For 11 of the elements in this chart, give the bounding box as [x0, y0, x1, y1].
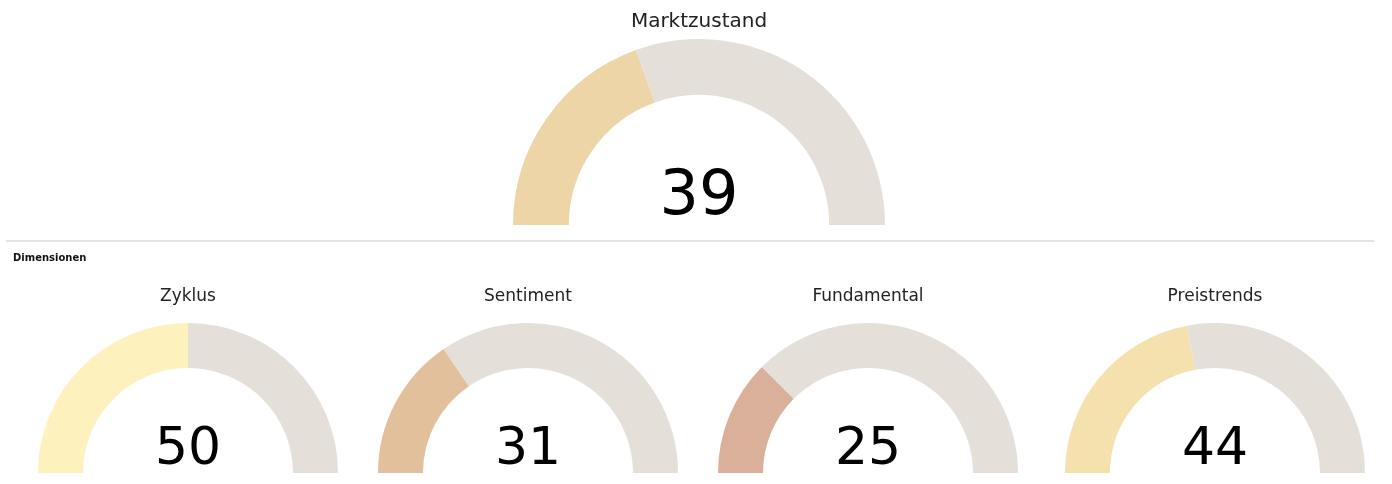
text: 50	[154, 416, 222, 476]
chart-title: Marktzustand	[629, 8, 769, 32]
text: 31	[494, 416, 562, 476]
text: Dimensionen	[13, 252, 87, 263]
chart-title: Preistrends	[1166, 285, 1264, 305]
chart-title: Sentiment	[483, 285, 573, 305]
text: 44	[1181, 416, 1249, 476]
text: 25	[834, 416, 902, 476]
chart-title: Fundamental	[811, 285, 925, 305]
chart-title: Zyklus	[159, 285, 217, 305]
text: 39	[659, 155, 739, 229]
